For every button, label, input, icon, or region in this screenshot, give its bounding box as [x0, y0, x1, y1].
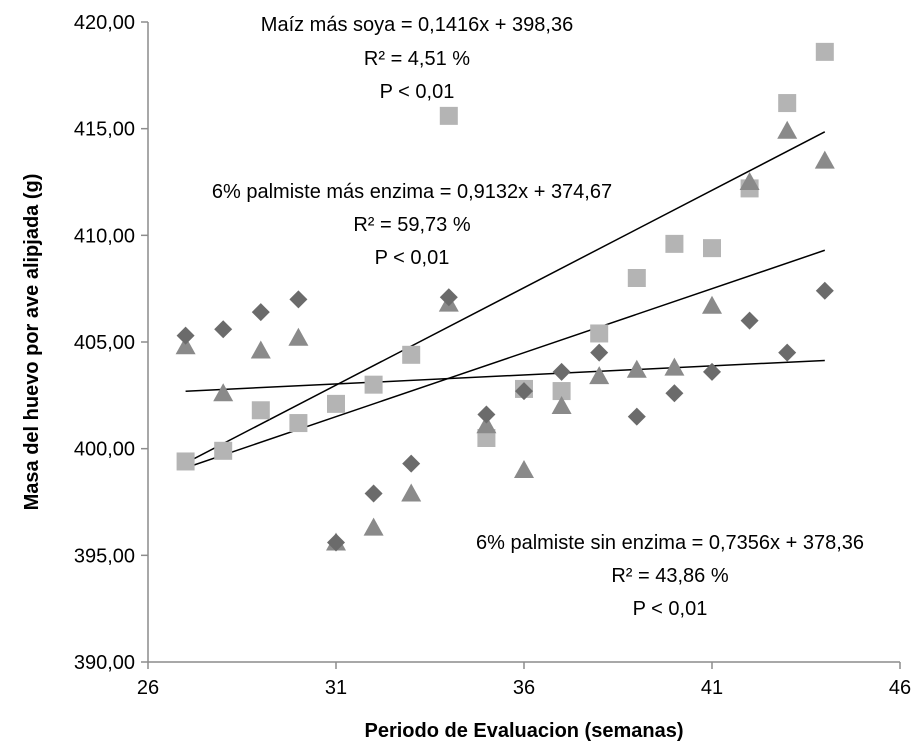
x-tick-label: 31: [325, 677, 347, 699]
diamond-point: [740, 311, 759, 330]
annotation-palmiste-mas-enzima: 6% palmiste más enzima = 0,9132x + 374,6…: [212, 181, 612, 269]
y-axis-title: Masa del huevo por ave alipjada (g): [21, 174, 43, 511]
diamond-point: [251, 303, 270, 322]
diamond-point: [402, 454, 421, 473]
y-tick-label: 395,00: [74, 545, 135, 567]
triangle-point: [551, 396, 572, 414]
x-tick-label: 46: [889, 677, 911, 699]
square-point: [815, 42, 834, 61]
annotation-line: R² = 4,51 %: [364, 48, 470, 70]
triangle-point: [288, 327, 309, 346]
triangle-point: [363, 517, 384, 536]
diamond-point: [289, 290, 308, 309]
y-tick-label: 410,00: [74, 225, 135, 247]
annotation-palmiste-sin-enzima: 6% palmiste sin enzima = 0,7356x + 378,3…: [476, 532, 864, 620]
square-point: [665, 234, 684, 253]
square-point: [402, 345, 421, 364]
triangle-point: [476, 415, 497, 434]
diamond-point: [176, 326, 195, 345]
trendline-series-0: [185, 359, 825, 392]
square-point: [251, 401, 270, 420]
triangle-point: [626, 359, 647, 378]
x-axis-title: Periodo de Evaluacion (semanas): [365, 720, 684, 742]
triangle-point: [589, 366, 610, 385]
square-point: [477, 429, 496, 447]
y-tick-label: 415,00: [74, 119, 135, 141]
trendline-series-2: [185, 249, 826, 469]
triangle-point: [250, 340, 271, 359]
triangle-point: [514, 460, 534, 478]
data-points: [175, 42, 835, 552]
square-point: [439, 106, 458, 125]
trendline-series-1: [185, 131, 826, 464]
diamond-point: [665, 384, 684, 403]
square-point: [214, 441, 233, 460]
annotation-line: 6% palmiste sin enzima = 0,7356x + 378,3…: [476, 532, 864, 554]
square-point: [364, 375, 383, 394]
y-tick-label: 420,00: [74, 12, 135, 34]
triangle-point: [739, 172, 760, 190]
square-point: [627, 269, 646, 287]
triangle-point: [175, 336, 196, 355]
diamond-point: [703, 362, 721, 381]
diamond-point: [778, 343, 797, 362]
annotation-line: R² = 59,73 %: [353, 214, 471, 236]
triangle-point: [401, 483, 422, 502]
y-tick-label: 390,00: [74, 652, 135, 674]
x-tick-label: 41: [701, 677, 723, 699]
annotation-line: R² = 43,86 %: [611, 565, 729, 587]
diamond-point: [552, 362, 571, 381]
annotation-line: 6% palmiste más enzima = 0,9132x + 374,6…: [212, 181, 612, 203]
annotation-maiz-soya: Maíz más soya = 0,1416x + 398,36 R² = 4,…: [261, 14, 573, 103]
ticks: 26 31 36 41 46 390,00 395,00 400,00 405,00 410,00…: [74, 12, 911, 699]
square-point: [778, 94, 797, 113]
annotation-line: Maíz más soya = 0,1416x + 398,36: [261, 14, 573, 36]
x-tick-label: 36: [513, 677, 535, 699]
diamond-point: [214, 320, 233, 339]
diamond-point: [327, 533, 345, 552]
square-point: [552, 382, 571, 401]
y-tick-label: 405,00: [74, 332, 135, 354]
diamond-point: [364, 484, 383, 503]
diamond-point: [439, 288, 458, 307]
square-point: [327, 394, 345, 413]
y-tick-label: 400,00: [74, 439, 135, 461]
annotation-line: P < 0,01: [633, 598, 708, 620]
square-point: [590, 324, 609, 343]
diamond-point: [627, 407, 646, 426]
triangle-point: [213, 383, 234, 402]
triangle-point: [702, 295, 722, 314]
annotation-line: P < 0,01: [380, 81, 455, 103]
diamond-point: [515, 382, 533, 401]
square-point: [703, 239, 721, 258]
square-point: [289, 414, 308, 433]
diamond-point: [815, 281, 834, 300]
triangle-point: [777, 120, 798, 139]
square-point: [176, 452, 195, 471]
diamond-point: [477, 405, 496, 424]
diamond-point: [590, 343, 609, 362]
annotation-line: P < 0,01: [375, 247, 450, 269]
triangle-point: [814, 150, 835, 169]
x-tick-label: 26: [137, 677, 159, 699]
triangle-point: [664, 357, 685, 376]
